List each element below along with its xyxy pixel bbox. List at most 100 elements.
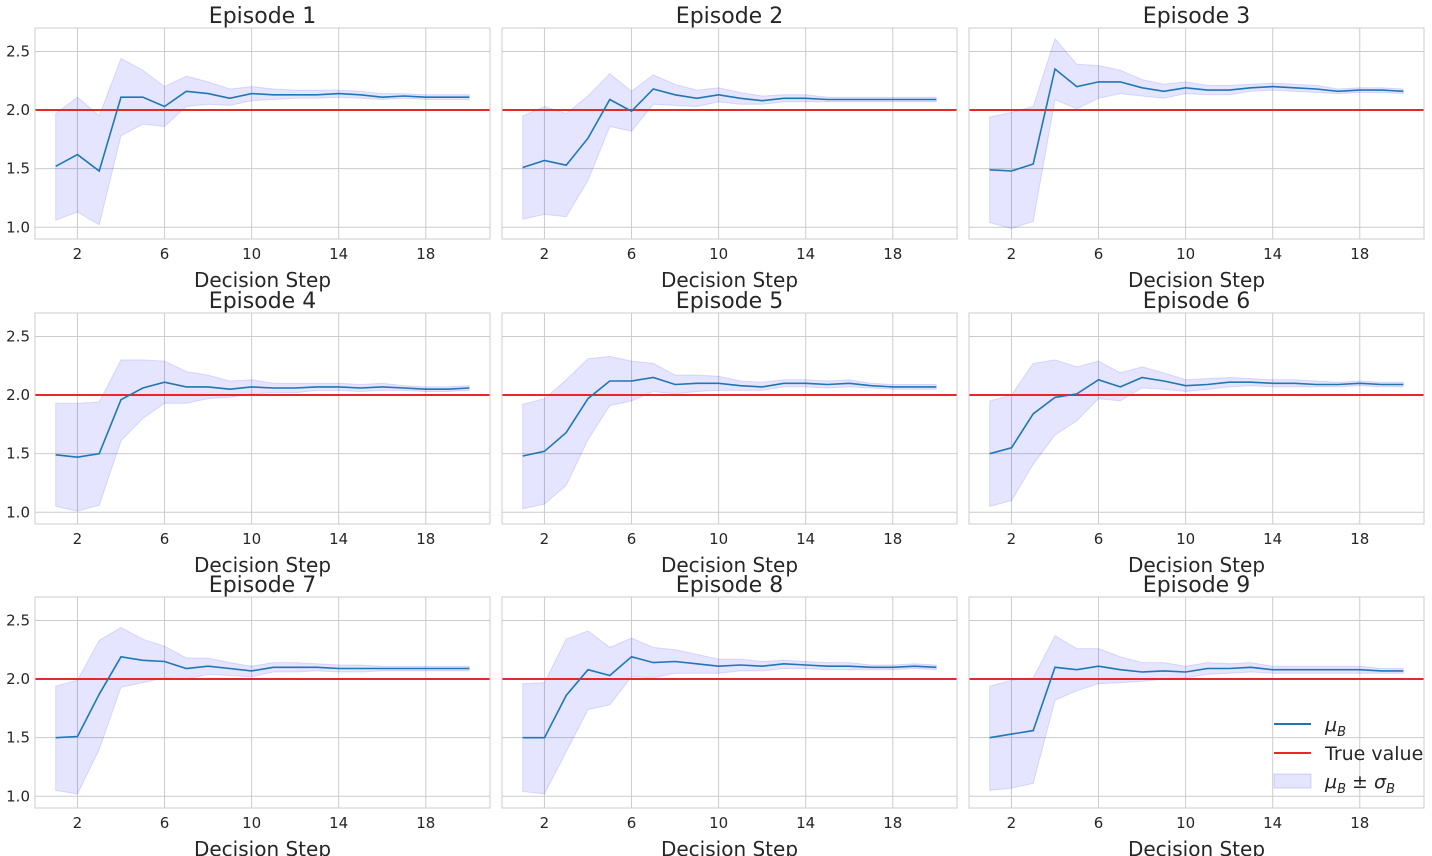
x-tick-label: 18 (416, 814, 435, 832)
subplot-episode-9: 2 6 10 14 18 Decision Step Episode 9 (968, 573, 1425, 856)
mean-line (989, 67, 1404, 172)
x-tick-label: 10 (709, 530, 728, 548)
x-tick-label: 18 (1350, 245, 1369, 263)
x-tick-label: 2 (73, 814, 83, 832)
std-band (522, 355, 937, 510)
legend-mean-label: μB (1324, 714, 1346, 740)
y-tick-label: 1.0 (6, 218, 30, 236)
x-axis-label: Decision Step (194, 553, 331, 577)
legend-band-sigma: σ (1374, 771, 1387, 793)
x-axis-label: Decision Step (1128, 553, 1265, 577)
x-tick-label: 18 (883, 530, 902, 548)
x-tick-label: 6 (1094, 245, 1104, 263)
subplot-episode-4: 2 6 10 14 18 1.0 1.5 2.0 2.5 Decision Step Episode… (6, 289, 491, 577)
x-tick-label: 10 (1176, 245, 1195, 263)
std-band (989, 359, 1404, 508)
y-tick-label: 2.5 (6, 327, 30, 345)
panel-title: Episode 9 (1143, 573, 1250, 598)
legend-band-swatch (1273, 773, 1312, 789)
x-axis-label: Decision Step (194, 837, 331, 856)
std-band (989, 634, 1404, 791)
y-tick-label: 2.0 (6, 670, 30, 688)
x-tick-label: 18 (1350, 814, 1369, 832)
mean-line (989, 665, 1404, 739)
std-band (522, 73, 937, 220)
mean-line (522, 655, 937, 739)
panel-title: Episode 5 (676, 289, 783, 314)
subplot-episode-5: 2 6 10 14 18 Decision Step Episode 5 (501, 289, 958, 577)
mean-line (55, 381, 470, 459)
x-tick-label: 2 (73, 530, 83, 548)
x-tick-label: 14 (329, 245, 348, 263)
y-tick-label: 2.5 (6, 42, 30, 60)
y-tick-label: 1.0 (6, 787, 30, 805)
x-tick-label: 2 (540, 814, 550, 832)
axes-frame (34, 312, 491, 525)
x-tick-label: 6 (160, 245, 170, 263)
subplot-episode-7: 2 6 10 14 18 1.0 1.5 2.0 2.5 Decision Step Episode… (6, 573, 491, 856)
x-tick-label: 6 (1094, 530, 1104, 548)
x-axis-label: Decision Step (661, 837, 798, 856)
x-tick-label: 6 (627, 530, 637, 548)
y-tick-label: 1.0 (6, 503, 30, 521)
legend-band-sigma-sub: B (1386, 782, 1395, 797)
legend-band-pm: ± (1346, 771, 1374, 793)
x-tick-label: 10 (709, 814, 728, 832)
x-tick-label: 18 (1350, 530, 1369, 548)
x-tick-label: 6 (627, 245, 637, 263)
subplot-episode-1: 2 6 10 14 18 1.0 1.5 2.0 2.5 Decision Step Episode… (6, 4, 491, 292)
legend-band-label: μB ± σB (1324, 771, 1395, 797)
x-tick-label: 2 (540, 530, 550, 548)
axes-frame (501, 27, 958, 240)
mean-line (55, 655, 470, 739)
x-tick-label: 18 (416, 245, 435, 263)
x-tick-label: 6 (1094, 814, 1104, 832)
std-band (989, 37, 1404, 230)
x-tick-label: 14 (1263, 245, 1282, 263)
x-axis-label: Decision Step (1128, 837, 1265, 856)
x-tick-label: 14 (329, 530, 348, 548)
axes-frame (34, 596, 491, 809)
y-tick-label: 2.0 (6, 101, 30, 119)
panel-title: Episode 3 (1143, 4, 1250, 29)
x-tick-label: 10 (242, 530, 261, 548)
y-tick-label: 1.5 (6, 729, 30, 747)
axes-frame (968, 596, 1425, 809)
mean-line (522, 88, 937, 169)
x-tick-label: 10 (242, 814, 261, 832)
x-tick-label: 14 (1263, 814, 1282, 832)
x-tick-label: 10 (242, 245, 261, 263)
subplot-episode-8: 2 6 10 14 18 Decision Step Episode 8 (501, 573, 958, 856)
axes-frame (968, 27, 1425, 240)
x-axis-label: Decision Step (661, 268, 798, 292)
std-band (55, 359, 470, 512)
x-tick-label: 14 (796, 530, 815, 548)
x-axis-label: Decision Step (661, 553, 798, 577)
x-tick-label: 14 (796, 814, 815, 832)
x-tick-label: 10 (1176, 530, 1195, 548)
y-tick-label: 1.5 (6, 445, 30, 463)
x-axis-label: Decision Step (194, 268, 331, 292)
x-tick-label: 10 (709, 245, 728, 263)
grid-lines (35, 28, 490, 239)
x-tick-label: 18 (883, 814, 902, 832)
panel-title: Episode 6 (1143, 289, 1250, 314)
subplot-episode-3: 2 6 10 14 18 Decision Step Episode 3 (968, 4, 1425, 292)
std-band (55, 57, 470, 226)
x-tick-label: 6 (160, 814, 170, 832)
y-tick-label: 2.5 (6, 611, 30, 629)
panel-title: Episode 4 (209, 289, 316, 314)
x-tick-label: 14 (329, 814, 348, 832)
mean-line (522, 376, 937, 457)
x-axis-label: Decision Step (1128, 268, 1265, 292)
legend-band-mu: μ (1324, 771, 1337, 793)
mean-line (989, 376, 1404, 455)
x-tick-label: 2 (540, 245, 550, 263)
x-tick-label: 14 (796, 245, 815, 263)
axes-frame (34, 27, 491, 240)
x-tick-label: 18 (883, 245, 902, 263)
x-tick-label: 18 (416, 530, 435, 548)
x-tick-label: 6 (627, 814, 637, 832)
